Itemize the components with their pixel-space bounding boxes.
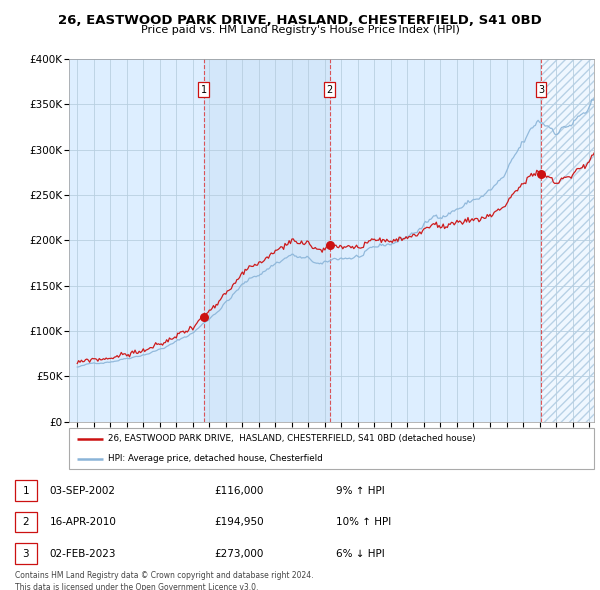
Text: 6% ↓ HPI: 6% ↓ HPI xyxy=(336,549,385,559)
26, EASTWOOD PARK DRIVE,  HASLAND, CHESTERFIELD, S41 0BD (detached house) xyxy=(434,224,442,231)
Text: £273,000: £273,000 xyxy=(215,549,264,559)
Text: 16-APR-2010: 16-APR-2010 xyxy=(50,517,116,527)
Text: 2: 2 xyxy=(326,85,333,95)
Text: 26, EASTWOOD PARK DRIVE,  HASLAND, CHESTERFIELD, S41 0BD (detached house): 26, EASTWOOD PARK DRIVE, HASLAND, CHESTE… xyxy=(109,434,476,444)
26, EASTWOOD PARK DRIVE,  HASLAND, CHESTERFIELD, S41 0BD (detached house) xyxy=(74,360,81,367)
Bar xyxy=(541,59,594,422)
26, EASTWOOD PARK DRIVE,  HASLAND, CHESTERFIELD, S41 0BD (detached house) xyxy=(554,180,561,187)
Text: 1: 1 xyxy=(23,486,29,496)
Text: £116,000: £116,000 xyxy=(215,486,264,496)
Bar xyxy=(15,512,37,532)
HPI: Average price, detached house, Chesterfield: (2.03e+03, 3.64e+05): Average price, detached house, Chesterfi… xyxy=(594,88,600,95)
HPI: Average price, detached house, Chesterfield: (2.02e+03, 2.35e+05): Average price, detached house, Chesterfi… xyxy=(454,205,461,212)
Text: 26, EASTWOOD PARK DRIVE, HASLAND, CHESTERFIELD, S41 0BD: 26, EASTWOOD PARK DRIVE, HASLAND, CHESTE… xyxy=(58,14,542,27)
Bar xyxy=(204,59,329,422)
Text: Contains HM Land Registry data © Crown copyright and database right 2024.
This d: Contains HM Land Registry data © Crown c… xyxy=(15,571,314,590)
26, EASTWOOD PARK DRIVE,  HASLAND, CHESTERFIELD, S41 0BD (detached house) xyxy=(594,146,600,153)
Text: 9% ↑ HPI: 9% ↑ HPI xyxy=(336,486,385,496)
Text: 1: 1 xyxy=(201,85,207,95)
26, EASTWOOD PARK DRIVE,  HASLAND, CHESTERFIELD, S41 0BD (detached house) xyxy=(454,217,461,224)
Line: 26, EASTWOOD PARK DRIVE,  HASLAND, CHESTERFIELD, S41 0BD (detached house): 26, EASTWOOD PARK DRIVE, HASLAND, CHESTE… xyxy=(77,149,598,363)
HPI: Average price, detached house, Chesterfield: (2e+03, 6.04e+04): Average price, detached house, Chesterfi… xyxy=(74,363,81,371)
HPI: Average price, detached house, Chesterfield: (2.01e+03, 1.8e+05): Average price, detached house, Chesterfi… xyxy=(306,255,313,262)
HPI: Average price, detached house, Chesterfield: (2.02e+03, 2.25e+05): Average price, detached house, Chesterfi… xyxy=(434,215,442,222)
Text: 2: 2 xyxy=(23,517,29,527)
Text: 3: 3 xyxy=(23,549,29,559)
26, EASTWOOD PARK DRIVE,  HASLAND, CHESTERFIELD, S41 0BD (detached house) xyxy=(212,301,220,308)
HPI: Average price, detached house, Chesterfield: (2e+03, 6.43e+04): Average price, detached house, Chesterfi… xyxy=(95,360,103,367)
Bar xyxy=(15,480,37,501)
Text: HPI: Average price, detached house, Chesterfield: HPI: Average price, detached house, Ches… xyxy=(109,454,323,463)
Text: 3: 3 xyxy=(538,85,544,95)
Bar xyxy=(15,543,37,564)
HPI: Average price, detached house, Chesterfield: (2.02e+03, 3.17e+05): Average price, detached house, Chesterfi… xyxy=(554,131,561,138)
Text: 10% ↑ HPI: 10% ↑ HPI xyxy=(336,517,391,527)
Text: £194,950: £194,950 xyxy=(215,517,264,527)
Line: HPI: Average price, detached house, Chesterfield: HPI: Average price, detached house, Ches… xyxy=(77,91,598,367)
Bar xyxy=(541,59,594,422)
26, EASTWOOD PARK DRIVE,  HASLAND, CHESTERFIELD, S41 0BD (detached house) xyxy=(306,241,313,248)
Text: 03-SEP-2002: 03-SEP-2002 xyxy=(50,486,116,496)
Text: 02-FEB-2023: 02-FEB-2023 xyxy=(50,549,116,559)
HPI: Average price, detached house, Chesterfield: (2e+03, 1.2e+05): Average price, detached house, Chesterfi… xyxy=(212,310,220,317)
26, EASTWOOD PARK DRIVE,  HASLAND, CHESTERFIELD, S41 0BD (detached house) xyxy=(95,355,103,362)
Text: Price paid vs. HM Land Registry's House Price Index (HPI): Price paid vs. HM Land Registry's House … xyxy=(140,25,460,35)
